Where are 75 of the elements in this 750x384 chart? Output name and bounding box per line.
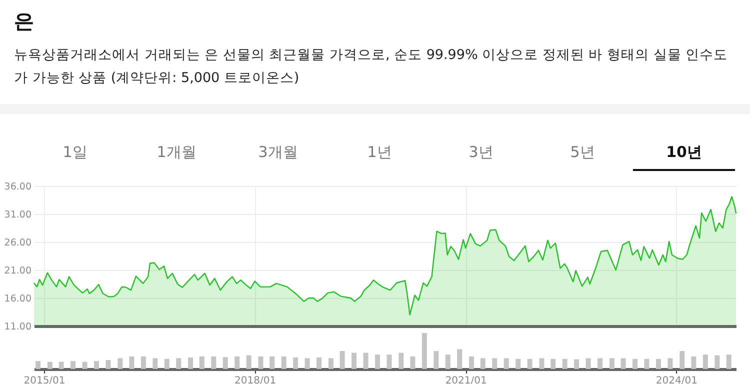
text: 1개월 <box>156 143 198 162</box>
bar <box>609 358 614 369</box>
bar <box>668 358 673 369</box>
bar <box>398 352 404 369</box>
bar <box>410 356 416 369</box>
y-tick-label: 16.00 <box>4 294 32 304</box>
bar <box>375 354 380 369</box>
bar <box>422 333 427 369</box>
bar <box>352 352 357 369</box>
bar <box>586 358 591 369</box>
bar <box>304 358 310 369</box>
bar <box>211 356 216 369</box>
bar <box>714 355 720 369</box>
bar <box>176 358 182 369</box>
bar <box>480 358 486 369</box>
bar <box>434 351 439 369</box>
text: 3년 <box>468 143 494 162</box>
bar <box>70 361 76 369</box>
bar <box>328 358 334 369</box>
y-tick-label: 31.00 <box>4 210 32 220</box>
bar <box>94 361 100 369</box>
bar <box>281 356 286 369</box>
bar <box>656 358 661 369</box>
bar <box>140 356 146 369</box>
bar <box>36 361 41 369</box>
y-tick-label: 21.00 <box>4 266 32 276</box>
bar <box>726 354 732 369</box>
bar <box>199 356 204 369</box>
bar <box>188 357 194 369</box>
bar <box>118 358 123 369</box>
bar <box>106 360 111 369</box>
bar <box>539 358 544 369</box>
bar <box>574 359 580 369</box>
bar <box>82 362 88 369</box>
bar <box>457 349 462 369</box>
y-tick-label: 11.00 <box>4 322 32 332</box>
bar <box>258 356 264 369</box>
bar <box>516 358 521 369</box>
bar <box>702 354 708 369</box>
bar <box>644 358 650 369</box>
bar <box>234 356 240 369</box>
chart-title: 은 <box>14 8 34 35</box>
bar <box>527 358 532 369</box>
bar <box>550 358 556 369</box>
bar <box>504 358 509 369</box>
bar <box>469 356 474 369</box>
text: 1년 <box>366 143 393 162</box>
bar <box>620 358 626 369</box>
text: 1일 <box>62 143 88 162</box>
bar <box>340 351 345 369</box>
bar <box>598 358 603 369</box>
bar <box>47 362 52 369</box>
bar <box>129 356 134 369</box>
bar <box>246 355 252 369</box>
bar <box>445 354 450 369</box>
y-tick-label: 36.00 <box>4 182 32 192</box>
text: 10년 <box>633 143 735 171</box>
bar <box>222 357 228 369</box>
bar <box>492 358 498 369</box>
bar <box>386 354 392 369</box>
y-tick-label: 26.00 <box>4 238 32 248</box>
bar <box>58 362 64 369</box>
bar <box>293 357 298 369</box>
bar <box>562 358 568 369</box>
bar <box>691 356 696 369</box>
text: 5년 <box>569 143 596 162</box>
bar <box>316 357 322 369</box>
bar <box>270 356 275 369</box>
text: 3개월 <box>257 143 299 162</box>
bar <box>152 358 158 369</box>
chart-subtitle: 뉴욕상품거래소에서 거래되는 은 선물의 최근월물 가격으로, 순도 99.99% 이상으로 정제된 바 형태의 실물 인수도가 가능한 상품 (계약단위: 5,000 트로이온스) <box>14 46 729 88</box>
bar <box>363 352 368 369</box>
bar <box>680 351 685 369</box>
bar <box>632 358 638 369</box>
bar <box>164 358 170 369</box>
